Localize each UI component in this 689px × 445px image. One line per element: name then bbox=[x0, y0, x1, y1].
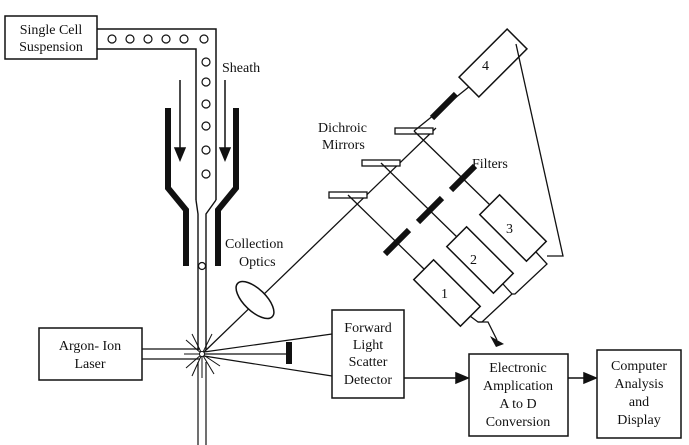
detector-3-label: 3 bbox=[506, 222, 513, 237]
wire-arrowhead bbox=[490, 336, 504, 347]
forward-scatter-detector-box: Forward Light Scatter Detector bbox=[331, 309, 405, 399]
elec-label-line1: Electronic bbox=[489, 361, 547, 376]
elec-label-line3: A to D bbox=[499, 397, 536, 412]
collection-label-line2: Optics bbox=[239, 255, 276, 270]
filters-label: Filters bbox=[472, 157, 508, 172]
filters bbox=[382, 91, 478, 257]
detector-signal-wires bbox=[469, 43, 564, 341]
fwd-label-line1: Forward bbox=[344, 321, 391, 336]
fwd-label-line2: Light bbox=[353, 338, 383, 353]
laser-beam bbox=[142, 348, 200, 360]
nozzle bbox=[195, 199, 217, 350]
suspension-label-line1: Single Cell bbox=[20, 23, 83, 38]
detector-1-label: 1 bbox=[441, 287, 448, 302]
argon-ion-laser-box: Argon- Ion Laser bbox=[38, 327, 143, 381]
fwd-label-line4: Detector bbox=[344, 373, 393, 388]
detector-2 bbox=[445, 225, 515, 295]
forward-scatter-beams bbox=[203, 333, 333, 377]
elec-label-line2: Amplication bbox=[483, 379, 553, 394]
comp-label-line3: and bbox=[629, 395, 649, 410]
arrow-fwd-to-electronics bbox=[404, 371, 470, 385]
elec-label-line4: Conversion bbox=[486, 415, 551, 430]
collection-label-line1: Collection bbox=[225, 237, 283, 252]
sample-tube bbox=[97, 28, 217, 200]
laser-label-line1: Argon- Ion bbox=[59, 339, 121, 354]
dichroic-label-line2: Mirrors bbox=[322, 138, 365, 153]
sheath-flow-arrows bbox=[173, 80, 232, 162]
electronic-amplification-box: Electronic Amplication A to D Conversion bbox=[468, 353, 569, 437]
detector-4 bbox=[457, 27, 529, 99]
detector-4-label: 4 bbox=[482, 59, 489, 74]
detector-3 bbox=[478, 193, 548, 263]
reflected-beams bbox=[347, 130, 492, 271]
stream-below bbox=[197, 362, 207, 445]
beam-stop bbox=[286, 342, 292, 364]
sheath-label: Sheath bbox=[222, 61, 260, 76]
cells-in-tube bbox=[107, 34, 211, 271]
comp-label-line2: Analysis bbox=[615, 377, 664, 392]
laser-label-line2: Laser bbox=[74, 357, 105, 372]
collection-lens bbox=[235, 280, 275, 320]
dichroic-label-line1: Dichroic bbox=[318, 121, 367, 136]
suspension-label-line2: Suspension bbox=[19, 40, 83, 55]
comp-label-line4: Display bbox=[617, 413, 661, 428]
fwd-label-line3: Scatter bbox=[349, 355, 388, 370]
single-cell-suspension-box: Single Cell Suspension bbox=[4, 15, 98, 60]
interrogation-point-starburst bbox=[184, 333, 221, 378]
computer-analysis-box: Computer Analysis and Display bbox=[596, 349, 682, 439]
detector-2-label: 2 bbox=[470, 253, 477, 268]
comp-label-line1: Computer bbox=[611, 359, 667, 374]
arrow-electronics-to-computer bbox=[568, 371, 598, 385]
sheath-housing bbox=[165, 108, 239, 266]
